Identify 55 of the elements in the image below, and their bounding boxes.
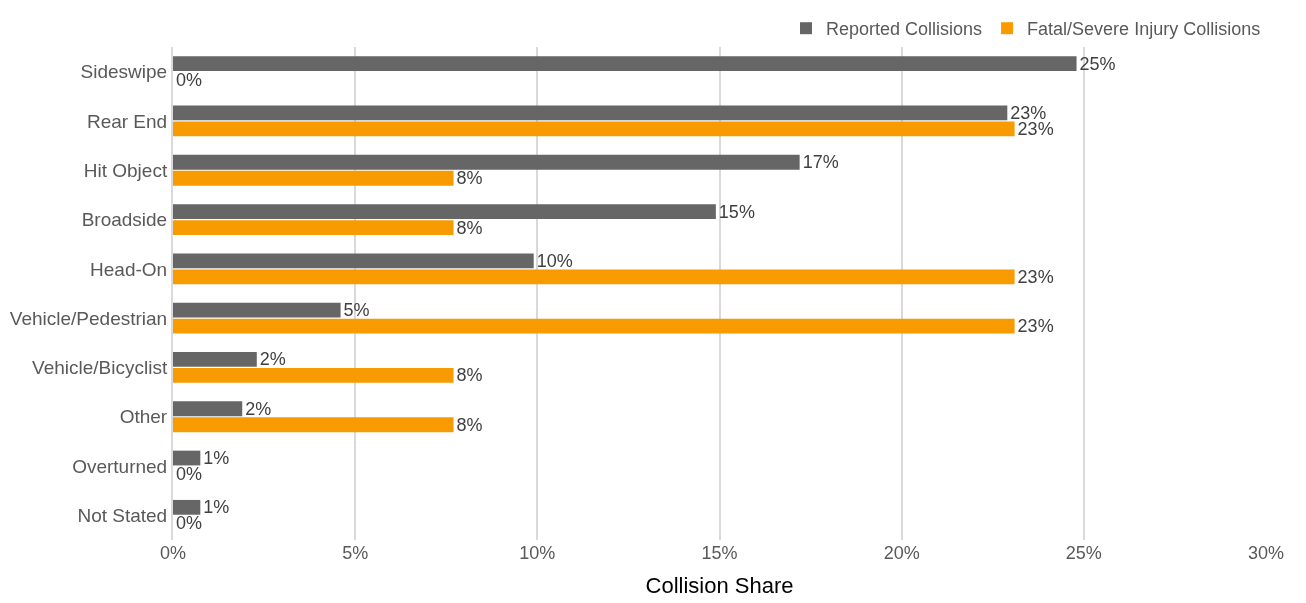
data-label: 23% [1017,266,1054,287]
bar [173,401,243,417]
bar [173,56,1077,72]
bar [173,269,1015,285]
bar [173,417,454,433]
data-label: 5% [343,300,370,321]
data-label: 0% [176,513,203,534]
bar [173,318,1015,334]
bar [173,253,534,269]
y-tick-label: Hit Object [83,159,168,181]
y-tick-label: Vehicle/Pedestrian [9,307,168,329]
data-label: 1% [203,448,230,469]
y-tick-label: Rear End [86,110,168,132]
x-tick-label: 10% [519,543,556,563]
data-label: 0% [176,464,203,485]
bar [173,368,454,383]
data-label: 0% [176,69,203,90]
y-tick-label: Head-On [90,258,168,280]
legend-label: Fatal/Severe Injury Collisions [1027,19,1261,40]
y-tick-label: Broadside [81,209,168,231]
data-label: 10% [536,250,573,271]
x-tick-label: 15% [701,543,738,563]
x-axis-title: Collision Share [645,572,794,598]
data-label: 15% [718,201,755,222]
bar [173,154,800,170]
bar [173,105,1008,121]
bar [173,450,201,466]
y-tick-label: Not Stated [77,505,168,526]
data-label: 17% [802,152,839,173]
y-tick-label: Overturned [72,455,168,477]
data-label: 8% [456,217,483,238]
data-label: 8% [456,168,483,189]
x-tick-label: 0% [159,543,187,563]
bar [173,352,257,367]
data-label: 2% [245,398,272,419]
x-tick-label: 5% [342,543,369,563]
x-tick-label: 30% [1247,543,1285,563]
data-label: 23% [1017,316,1054,337]
y-tick-label: Other [119,406,168,428]
data-label: 2% [259,349,286,370]
legend-label: Reported Collisions [826,19,983,40]
y-tick-label: Sideswipe [80,61,168,83]
x-tick-label: 20% [883,543,920,563]
bar [173,121,1015,137]
bar [173,204,716,219]
bar [173,499,201,515]
data-label: 1% [203,497,230,518]
bar [173,170,454,186]
bar [173,220,454,235]
data-label: 25% [1079,53,1116,74]
x-tick-label: 25% [1065,543,1102,563]
y-tick-label: Vehicle/Bicyclist [32,357,168,379]
data-label: 8% [456,414,483,435]
data-label: 8% [456,365,483,386]
bar [173,302,341,318]
